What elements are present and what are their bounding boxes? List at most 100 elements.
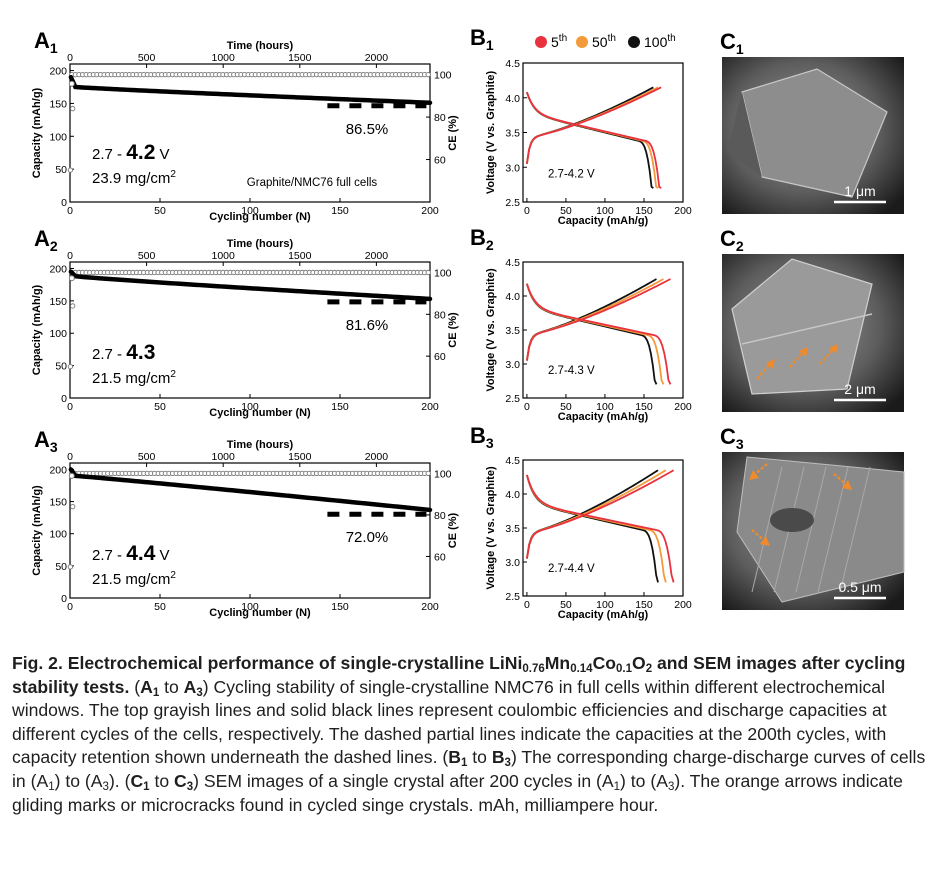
crystal-striation	[839, 466, 871, 593]
cycle-legend: 5th 50th 100th	[535, 33, 676, 50]
mass-loading: 21.5 mg/cm2	[92, 570, 176, 588]
voltage-window-upper: 4.4	[126, 542, 156, 565]
panel-label-index: 3	[50, 439, 58, 455]
retention-value: 72.0%	[346, 529, 389, 546]
panel-label-index: 3	[486, 435, 494, 451]
mass-loading: 23.9 mg/cm2	[92, 169, 176, 187]
scale-bar-label: 0.5 μm	[838, 579, 881, 595]
y-tick-label: 50	[55, 561, 67, 573]
x-tick-label: 50	[560, 599, 572, 611]
crystal-facet	[741, 68, 888, 198]
y-tick-label: 4.0	[505, 291, 520, 303]
y-tick-label: 150	[49, 296, 67, 308]
ce-point	[70, 105, 76, 112]
x-tick-label: 0	[67, 401, 73, 413]
panel-label-index: 2	[736, 238, 744, 254]
panel-label-index: 3	[736, 436, 744, 452]
x-tick-label: 50	[154, 601, 166, 613]
y2-axis-title: CE (%)	[447, 312, 459, 348]
caption-ref: C	[130, 770, 144, 791]
x-tick-label: 150	[331, 205, 349, 217]
y2-tick-label: 100	[434, 267, 452, 279]
caption-text: ) to (	[54, 770, 91, 791]
y-tick-label: 3.5	[505, 523, 520, 535]
legend-suffix: th	[608, 33, 616, 44]
voltage-window-lower: 2.7 -	[92, 146, 126, 163]
y-tick-label: 3.5	[505, 325, 520, 337]
y-tick-label: 200	[49, 464, 67, 476]
window-label: 2.7-4.3 V	[548, 365, 595, 377]
caption-sub: 1	[48, 780, 55, 793]
panel-label-letter: A	[34, 28, 50, 53]
top-tick-label: 1500	[288, 250, 312, 262]
caption-title-1: Electrochemical performance of single-cr…	[62, 653, 523, 673]
x-tick-label: 0	[67, 601, 73, 613]
y-tick-label: 2.5	[505, 393, 520, 405]
crystal-edge	[741, 313, 873, 345]
caption-sub: 3	[186, 780, 194, 793]
mass-loading-exponent: 2	[170, 369, 176, 380]
y-tick-label: 100	[49, 529, 67, 541]
x-axis-title: Cycling number (N)	[209, 211, 311, 223]
x-tick-label: 0	[524, 401, 530, 413]
top-tick-label: 1500	[288, 52, 312, 64]
panel-label-index: 1	[486, 37, 494, 53]
figure-caption: Fig. 2. Electrochemical performance of s…	[12, 652, 936, 817]
legend-item: 100th	[628, 33, 676, 50]
legend-label: 100th	[644, 33, 676, 50]
x-tick-label: 0	[524, 599, 530, 611]
caption-sub: 1	[143, 780, 150, 793]
capacity-first-point	[68, 472, 75, 479]
top-tick-label: 1000	[212, 52, 236, 64]
panel-label: B3	[470, 423, 494, 451]
y-tick-label: 4.5	[505, 58, 520, 70]
top-tick-label: 1500	[288, 451, 312, 463]
capacity-series	[68, 269, 433, 302]
x-tick-label: 200	[674, 599, 692, 611]
y2-tick-label: 60	[434, 551, 446, 563]
caption-ref: A	[183, 676, 197, 697]
crystal-side	[727, 92, 762, 177]
voltage-window-unit: V	[155, 146, 169, 163]
y-tick-label: 3.0	[505, 359, 520, 371]
charge-curve	[526, 469, 675, 559]
legend-item: 5th	[535, 33, 567, 50]
caption-title-2: and SEM images after cycling stability t…	[12, 653, 906, 697]
y-tick-label: 50	[55, 164, 67, 176]
y-tick-label: 2.5	[505, 591, 520, 603]
caption-ref: C	[174, 770, 187, 791]
discharge-curve	[526, 91, 662, 189]
caption-fig-label: Fig. 2.	[12, 653, 63, 673]
top-axis-title: Time (hours)	[227, 40, 294, 52]
x-tick-label: 100	[241, 401, 259, 413]
y-tick-label: 200	[49, 263, 67, 275]
voltage-window: 2.7 - 4.4 V	[92, 542, 170, 565]
voltage-window: 2.7 - 4.2 V	[92, 141, 170, 164]
x-tick-label: 150	[635, 205, 653, 217]
y-tick-label: 3.0	[505, 162, 520, 174]
caption-text: The corresponding charge-discharge curve…	[12, 747, 926, 791]
orange-arrow-icon	[749, 470, 759, 480]
y2-axis-title: CE (%)	[447, 512, 459, 548]
legend-marker	[576, 36, 588, 48]
top-axis-title: Time (hours)	[227, 439, 294, 451]
top-axis-title: Time (hours)	[227, 238, 294, 250]
caption-text: (	[437, 747, 449, 768]
voltage-window-unit: V	[155, 547, 169, 564]
charge-curve	[526, 86, 662, 164]
caption-sub: 0.14	[570, 663, 593, 675]
y2-tick-label: 100	[434, 468, 452, 480]
panel-label-index: 1	[736, 41, 744, 57]
caption-text: to	[159, 676, 184, 697]
window-label: 2.7-4.2 V	[548, 169, 595, 181]
legend-cycle: 100	[644, 34, 668, 50]
caption-sub: 3	[504, 757, 511, 770]
ce-point	[67, 363, 74, 370]
caption-text: (	[129, 676, 141, 697]
orange-arrow-icon	[760, 536, 770, 546]
charge-curve	[526, 469, 667, 559]
capacity-series	[68, 74, 433, 106]
voltage-window: 2.7 - 4.3	[92, 341, 155, 364]
orange-arrow-icon	[799, 347, 808, 357]
